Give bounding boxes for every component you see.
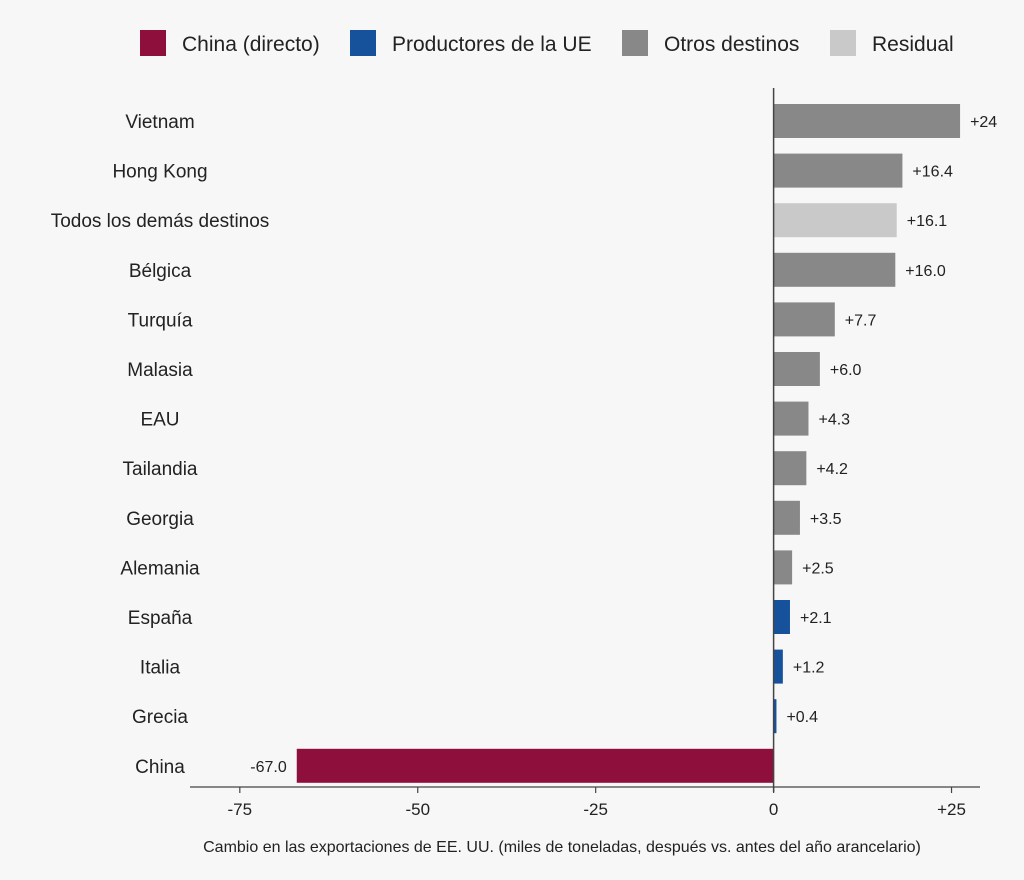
bar [773,104,961,138]
legend-swatch-china-directo [140,30,166,56]
category-label: China [135,757,185,778]
category-label: Turquía [128,310,193,331]
x-tick-label: +25 [937,800,966,819]
bar [773,401,809,436]
value-label: +16.1 [907,213,948,230]
legend-swatch-residual [830,30,856,56]
value-label: +2.5 [802,560,834,577]
bar [773,600,790,634]
value-label: +1.2 [793,660,825,677]
value-label: +6.0 [830,362,862,379]
bar [773,252,896,287]
value-label: +16.0 [905,263,946,280]
legend: China (directo) Productores de la UE Otros… [140,30,954,56]
legend-label-productores-de-la-ue: Productores de la UE [392,33,592,56]
legend-swatch-otros-destinos [622,30,648,56]
bar [773,500,800,535]
bar [773,451,807,486]
category-label: Todos los demás destinos [51,211,270,232]
category-label: Grecia [132,707,188,728]
x-tick-label: 0 [769,800,778,819]
value-label: +3.5 [810,511,842,528]
bar [773,153,903,188]
category-label: Italia [140,658,181,679]
value-label: +7.7 [845,312,877,329]
category-label: Georgia [126,509,194,530]
x-axis-title: Cambio en las exportaciones de EE. UU. (… [203,839,921,856]
legend-label-china-directo: China (directo) [182,33,320,56]
x-tick-label: -75 [228,800,253,819]
bars [296,104,961,783]
value-label: -67.0 [250,759,287,776]
category-label: España [128,608,193,629]
value-label: +4.3 [818,412,850,429]
category-label: Alemania [120,558,200,579]
legend-swatch-productores-de-la-ue [350,30,376,56]
bar [773,550,793,585]
x-axis-ticks: -75 -50 -25 0 +25 [228,787,966,819]
category-label: Hong Kong [112,162,207,183]
value-label: +0.4 [786,709,818,726]
legend-label-otros-destinos: Otros destinos [664,33,799,56]
value-label: +2.1 [800,610,832,627]
legend-label-residual: Residual [872,33,954,56]
value-label: +16.4 [912,164,953,181]
bar [773,203,897,238]
category-label: Malasia [127,360,193,381]
x-tick-label: -25 [583,800,608,819]
value-label: +4.2 [816,461,848,478]
value-labels: +24 +16.4 +16.1 +16.0 +7.7 +6.0 +4.3 +4.2 +3.5 +2… [250,114,997,776]
bar [773,352,820,386]
bar [773,302,835,337]
x-tick-label: -50 [405,800,430,819]
value-label: +24 [970,114,997,131]
category-label: Tailandia [123,459,198,480]
category-label: Vietnam [125,112,194,133]
category-labels: Vietnam Hong Kong Todos los demás destinos… [51,112,270,778]
category-label: EAU [140,410,179,431]
bar [773,699,777,734]
category-label: Bélgica [129,261,192,282]
bar [773,649,783,684]
bar [296,748,774,783]
